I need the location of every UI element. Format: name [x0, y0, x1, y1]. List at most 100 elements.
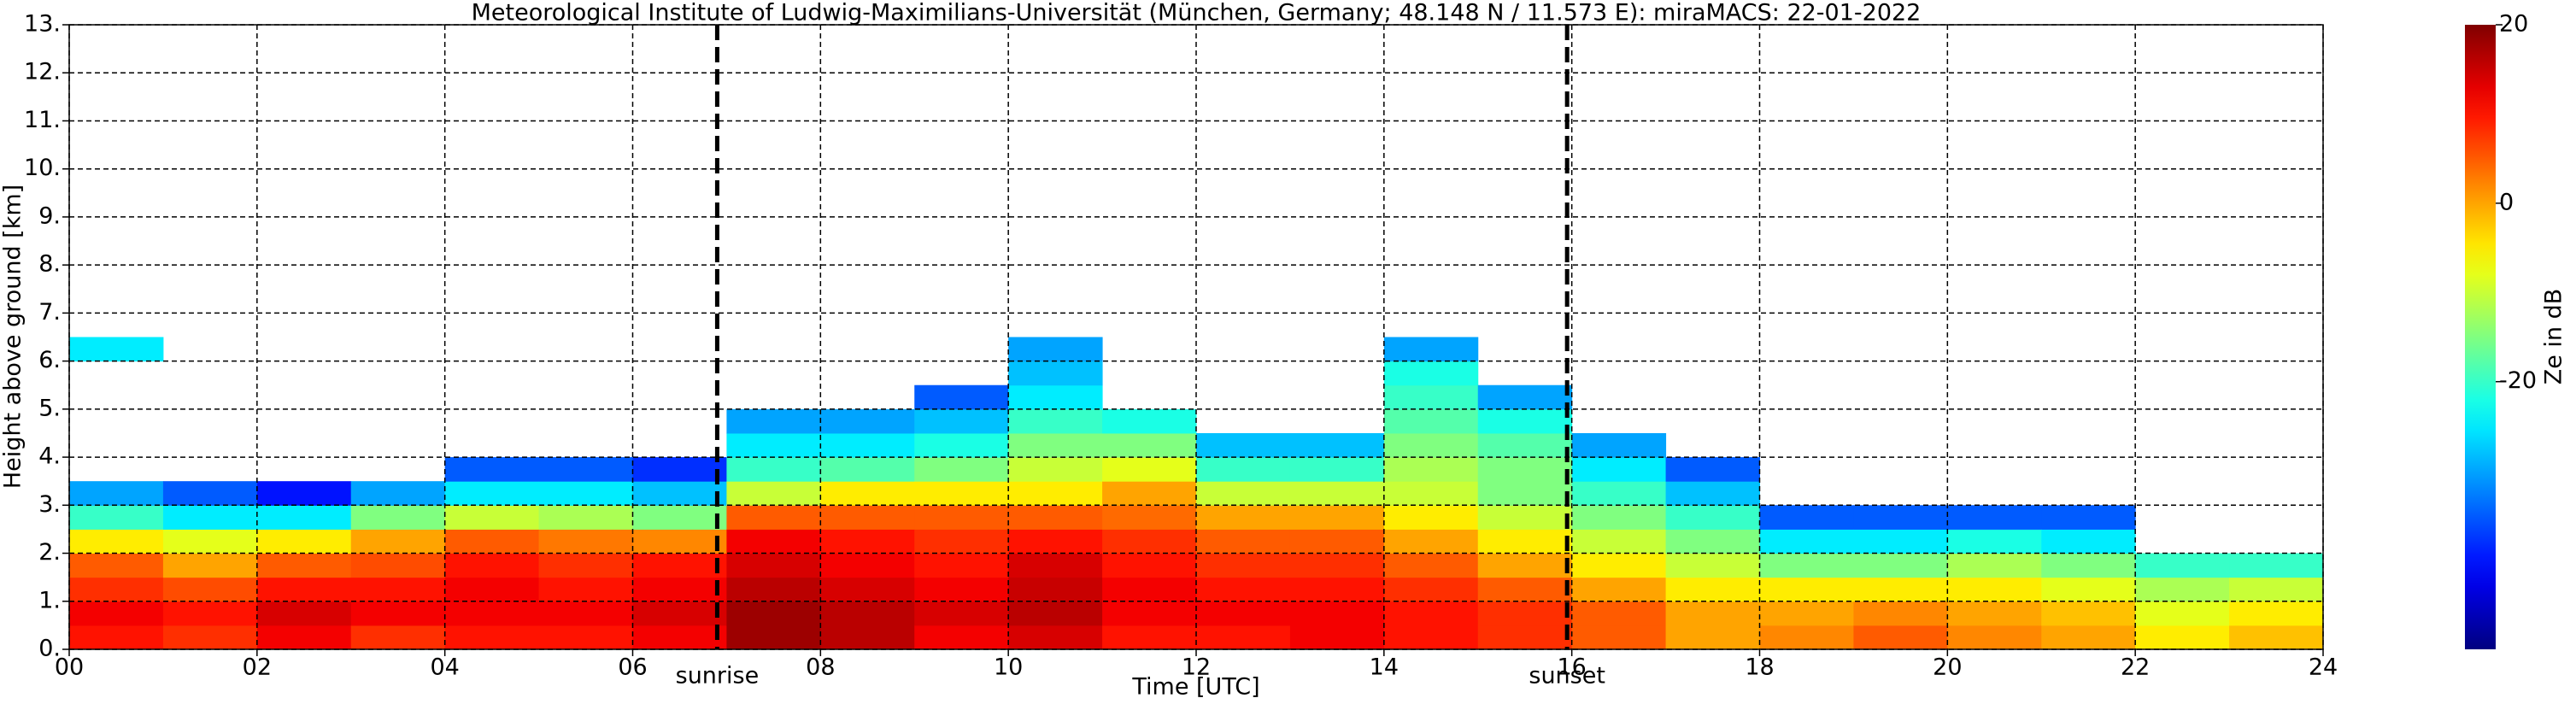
heatmap-cell — [350, 505, 446, 530]
heatmap-cell — [162, 481, 258, 506]
heatmap-cell — [1383, 384, 1479, 410]
heatmap-cell — [632, 553, 727, 578]
heatmap-cell — [1008, 505, 1103, 530]
heatmap-cell — [2041, 529, 2136, 554]
heatmap-cell — [1759, 577, 1854, 602]
x-tick-label: 10 — [994, 654, 1023, 681]
heatmap-cell — [820, 505, 915, 530]
heatmap-cell — [820, 553, 915, 578]
y-tick-label: 5. — [38, 395, 61, 421]
heatmap-cell — [1102, 625, 1197, 650]
heatmap-cell — [538, 577, 633, 602]
heatmap-cell — [1289, 457, 1385, 482]
heatmap-cell — [820, 577, 915, 602]
y-tick-label: 13. — [24, 11, 61, 38]
heatmap-cell — [632, 481, 727, 506]
heatmap-cell — [444, 457, 540, 482]
heatmap-cell — [1571, 577, 1667, 602]
heatmap-cell — [444, 481, 540, 506]
heatmap-cell — [162, 601, 258, 626]
heatmap-cell — [1102, 457, 1197, 482]
x-tick-label: 02 — [243, 654, 272, 681]
heatmap-cell — [2135, 601, 2230, 626]
heatmap-cell — [1102, 601, 1197, 626]
heatmap-cell — [444, 529, 540, 554]
colorbar-tick-label: -20 — [2499, 367, 2537, 394]
heatmap-cell — [1947, 601, 2042, 626]
heatmap-cell — [1947, 505, 2042, 530]
heatmap-cell — [69, 625, 164, 650]
heatmap-cell — [162, 553, 258, 578]
heatmap-cell — [1665, 529, 1760, 554]
heatmap-cell — [820, 481, 915, 506]
colorbar-tick-label: 0 — [2499, 189, 2514, 215]
heatmap-cell — [1008, 337, 1103, 362]
heatmap-cell — [726, 601, 821, 626]
y-tick-label: 11. — [24, 107, 61, 133]
heatmap-cell — [820, 625, 915, 650]
heatmap-cell — [1008, 408, 1103, 434]
x-tick-label: 16 — [1557, 654, 1586, 681]
heatmap-cell — [1289, 577, 1385, 602]
heatmap-cell — [1853, 529, 1948, 554]
heatmap-cell — [538, 625, 633, 650]
heatmap-cell — [1102, 481, 1197, 506]
heatmap-cell — [1383, 361, 1479, 386]
heatmap-cell — [69, 481, 164, 506]
heatmap-cell — [1759, 553, 1854, 578]
heatmap-cell — [2229, 577, 2324, 602]
heatmap-cell — [914, 408, 1009, 434]
heatmap-cell — [350, 577, 446, 602]
heatmap-cell — [1759, 625, 1854, 650]
heatmap-cell — [1289, 481, 1385, 506]
heatmap-cell — [1008, 625, 1103, 650]
heatmap-cell — [538, 481, 633, 506]
heatmap-cell — [444, 553, 540, 578]
heatmap-cell — [1571, 625, 1667, 650]
heatmap-cell — [256, 529, 352, 554]
heatmap-cell — [1477, 408, 1573, 434]
heatmap-cell — [1853, 577, 1948, 602]
heatmap-cell — [1196, 505, 1291, 530]
heatmap-cell — [1477, 384, 1573, 410]
x-tick-label: 08 — [806, 654, 835, 681]
heatmap-cell — [1383, 337, 1479, 362]
heatmap-cell — [726, 505, 821, 530]
heatmap-cell — [632, 577, 727, 602]
heatmap-cell — [1571, 601, 1667, 626]
heatmap-cell — [820, 529, 915, 554]
heatmap-cell — [256, 505, 352, 530]
heatmap-cell — [1665, 457, 1760, 482]
heatmap-cell — [1289, 505, 1385, 530]
heatmap-cell — [1102, 432, 1197, 458]
heatmap-cell — [538, 457, 633, 482]
x-tick-label: 04 — [430, 654, 459, 681]
heatmap-cell — [1759, 529, 1854, 554]
heatmap-cell — [914, 601, 1009, 626]
heatmap-cell — [1102, 577, 1197, 602]
heatmap-cell — [2041, 505, 2136, 530]
heatmap-cell — [2135, 553, 2230, 578]
heatmap-cell — [256, 577, 352, 602]
heatmap-cell — [162, 577, 258, 602]
heatmap-cell — [1008, 432, 1103, 458]
heatmap-cell — [350, 601, 446, 626]
heatmap-cell — [1477, 505, 1573, 530]
heatmap-cell — [820, 601, 915, 626]
heatmap-cell — [1383, 553, 1479, 578]
heatmap-cell — [162, 625, 258, 650]
chart-title: Meteorological Institute of Ludwig-Maxim… — [472, 0, 1922, 26]
y-tick-label: 1. — [38, 587, 61, 613]
heatmap-cell — [1759, 601, 1854, 626]
heatmap-cell — [1665, 577, 1760, 602]
heatmap-cell — [820, 432, 915, 458]
heatmap-cell — [1665, 553, 1760, 578]
colorbar-tick-label: 20 — [2499, 11, 2528, 38]
x-axis-label: Time [UTC] — [1131, 674, 1259, 701]
heatmap-cell — [726, 625, 821, 650]
heatmap-cell — [2135, 577, 2230, 602]
heatmap-cell — [2041, 553, 2136, 578]
y-tick-label: 8. — [38, 251, 61, 278]
heatmap-cell — [1102, 529, 1197, 554]
